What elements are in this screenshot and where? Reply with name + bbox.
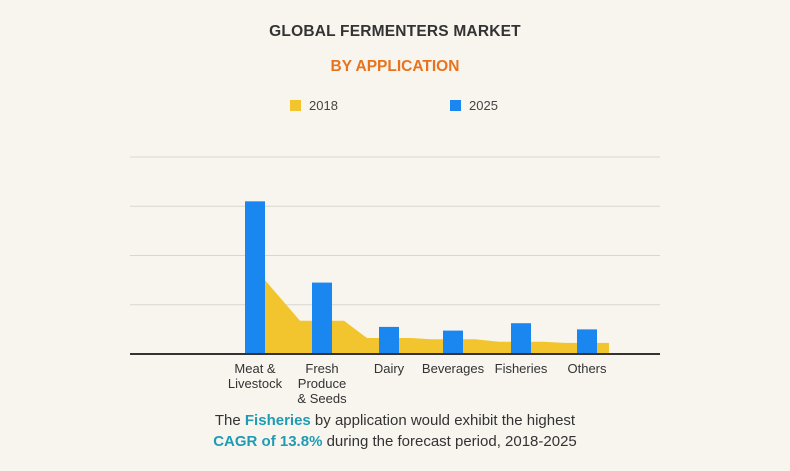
bar-2025 [577, 329, 597, 354]
caption-line-1: The Fisheries by application would exhib… [0, 412, 790, 429]
bar-2025 [312, 282, 332, 354]
x-tick-label: Meat & Livestock [228, 361, 283, 391]
x-tick-label: Dairy [374, 361, 405, 376]
bar-2025 [443, 330, 463, 354]
caption-text: during the forecast period, 2018-2025 [322, 433, 577, 450]
bar-2025 [245, 201, 265, 354]
legend-label-2018: 2018 [309, 97, 338, 113]
bar-2025 [379, 326, 399, 354]
caption-text: by application would exhibit the highest [310, 412, 576, 429]
legend-item-2025: 2025 [450, 96, 498, 114]
x-tick-label: Fisheries [495, 361, 548, 376]
caption-text: The [214, 412, 245, 429]
x-tick-label: Fresh Produce & Seeds [297, 361, 347, 406]
legend-swatch-2025 [450, 99, 461, 111]
area-2018 [245, 280, 609, 354]
caption-highlight-fisheries: Fisheries [244, 412, 311, 429]
legend-label-2025: 2025 [469, 97, 498, 113]
legend-item-2018: 2018 [290, 96, 338, 114]
legend-swatch-2018 [290, 99, 301, 111]
chart-subtitle: BY APPLICATION [330, 58, 460, 75]
chart-title: GLOBAL FERMENTERS MARKET [269, 23, 521, 40]
caption-highlight-cagr: CAGR of 13.8% [213, 433, 323, 450]
bar-2025 [511, 323, 531, 354]
x-tick-label: Beverages [422, 361, 485, 376]
caption-line-2: CAGR of 13.8% during the forecast period… [0, 433, 790, 450]
x-tick-label: Others [567, 361, 607, 376]
